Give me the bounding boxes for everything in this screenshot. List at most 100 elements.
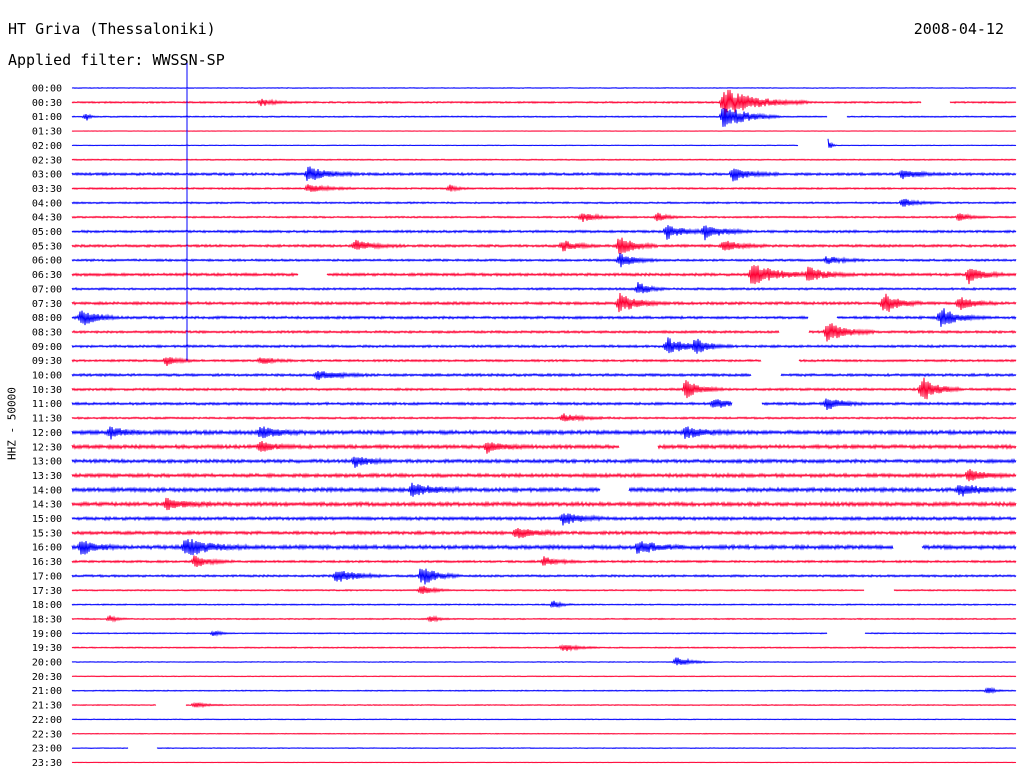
trace-line [71,184,1017,193]
row-time-label: 06:30 [32,270,62,281]
row-time-label: 06:00 [32,256,62,267]
trace-line [71,469,1017,482]
trace-line [71,718,1017,721]
trace-line [71,643,1017,652]
row-time-label: 05:30 [32,241,62,252]
row-time-label: 00:00 [32,84,62,95]
row-time-label: 01:30 [32,127,62,138]
trace-line [71,371,1017,380]
row-time-label: 20:00 [32,658,62,669]
row-time-label: 12:00 [32,428,62,439]
trace-line [71,675,1017,678]
trace-line [71,440,1017,454]
trace-line [71,377,1017,400]
trace-line [71,630,1017,637]
trace-line [71,265,1017,285]
trace-line [71,456,1017,468]
trace-line [71,732,1017,735]
trace-line [71,253,1017,268]
row-time-label: 11:00 [32,399,62,410]
row-time-label: 11:30 [32,414,62,425]
trace-line [71,198,1017,207]
trace-line [71,86,1017,90]
trace-line [71,323,1017,342]
row-time-label: 13:00 [32,457,62,468]
row-time-label: 18:30 [32,614,62,625]
trace-line [71,337,1017,354]
trace-line [71,225,1017,241]
row-time-label: 14:30 [32,500,62,511]
row-time-label: 23:30 [32,758,62,769]
row-time-label: 15:30 [32,528,62,539]
row-time-label: 14:00 [32,485,62,496]
row-time-label: 17:30 [32,586,62,597]
row-time-label: 12:30 [32,442,62,453]
row-time-label: 16:00 [32,543,62,554]
row-time-label: 05:00 [32,227,62,238]
trace-line [71,585,1017,594]
trace-line [71,138,1017,148]
row-time-label: 07:00 [32,284,62,295]
trace-line [71,555,1017,567]
row-time-label: 02:30 [32,155,62,166]
trace-line [71,130,1017,132]
station-title: HT Griva (Thessaloniki) [8,20,216,38]
trace-line [71,657,1017,666]
row-time-label: 00:30 [32,98,62,109]
trace-line [71,292,1017,313]
trace-line [71,686,1017,694]
row-time-label: 22:00 [32,715,62,726]
row-time-label: 09:00 [32,342,62,353]
row-time-label: 23:00 [32,744,62,755]
trace-line [71,89,1017,118]
row-time-label: 17:00 [32,571,62,582]
row-time-label: 04:00 [32,198,62,209]
row-time-label: 13:30 [32,471,62,482]
trace-line [71,108,1017,127]
trace-line [71,600,1017,609]
row-time-label: 19:30 [32,643,62,654]
trace-line [71,701,1017,709]
row-time-label: 15:00 [32,514,62,525]
row-time-label: 16:30 [32,557,62,568]
row-time-label: 19:00 [32,629,62,640]
trace-line [71,166,1017,182]
trace-line [71,513,1017,526]
row-time-label: 10:00 [32,371,62,382]
row-time-label: 08:30 [32,327,62,338]
trace-line [71,615,1017,623]
row-time-label: 10:30 [32,385,62,396]
row-time-label: 21:00 [32,686,62,697]
row-time-label: 18:00 [32,600,62,611]
trace-line [71,212,1017,223]
row-time-label: 20:30 [32,672,62,683]
row-time-label: 01:00 [32,112,62,123]
trace-line [71,482,1017,497]
trace-line [71,237,1017,254]
trace-line [71,747,1017,750]
row-time-label: 09:30 [32,356,62,367]
trace-line [71,761,1017,764]
trace-line [71,282,1017,294]
trace-line [71,413,1017,422]
row-time-label: 03:00 [32,170,62,181]
trace-line [71,158,1017,162]
row-time-label: 08:00 [32,313,62,324]
trace-line [71,497,1017,511]
row-time-label: 22:30 [32,729,62,740]
row-time-label: 07:30 [32,299,62,310]
trace-line [71,356,1017,366]
trace-line [71,539,1017,556]
row-time-label: 03:30 [32,184,62,195]
trace-line [71,308,1017,327]
date-label: 2008-04-12 [913,20,1004,38]
row-time-label: 02:00 [32,141,62,152]
row-time-label: 04:30 [32,213,62,224]
filter-label: Applied filter: WWSSN-SP [8,51,225,69]
trace-line [71,568,1017,585]
trace-line [71,426,1017,440]
row-time-label: 21:30 [32,701,62,712]
trace-line [71,527,1017,539]
trace-line [71,398,1017,410]
